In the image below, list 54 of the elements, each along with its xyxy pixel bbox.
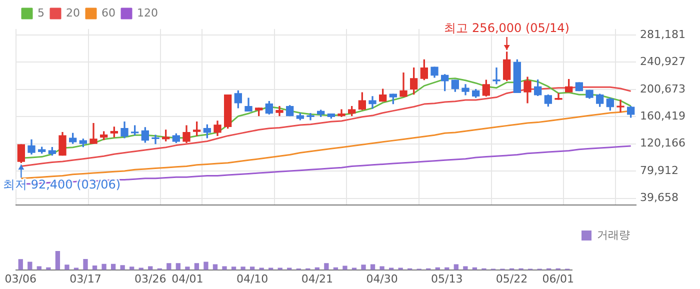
bar (380, 266, 384, 270)
annotation: 최고 256,000 (05/14) (444, 21, 570, 36)
bar (18, 259, 23, 270)
bar (185, 266, 190, 270)
x-tick-label: 03/26 (134, 272, 166, 286)
x-tick-label: 06/01 (542, 272, 574, 286)
bar (204, 262, 208, 270)
bar (92, 266, 98, 270)
bar (64, 264, 70, 270)
y-tick-label: 160,419 (640, 109, 686, 122)
candlestick (131, 125, 139, 136)
legend-label: 60 (101, 6, 116, 20)
legend-label: 5 (38, 6, 44, 20)
x-tick-label: 04/30 (366, 272, 398, 286)
x-tick-label: 05/22 (496, 272, 528, 286)
y-tick-label: 240,927 (640, 55, 686, 68)
y-tick-label: 281,181 (640, 28, 686, 41)
legend-label: 20 (66, 6, 80, 20)
bar (55, 251, 60, 270)
y-tick-label: 79,912 (640, 164, 678, 177)
y-tick-label: 120,166 (640, 136, 686, 150)
candlestick (162, 130, 170, 142)
bar (102, 264, 106, 270)
bar (212, 264, 218, 270)
bar (194, 263, 200, 270)
x-tick-label: 03/06 (4, 272, 36, 286)
bar (342, 266, 348, 270)
bar (130, 266, 134, 270)
candlestick (554, 93, 562, 100)
bar (463, 266, 468, 270)
legend-label: 거래량 (597, 228, 630, 242)
bar (454, 264, 458, 270)
bar (324, 263, 329, 270)
x-tick-label: 04/01 (172, 272, 204, 286)
bar (83, 258, 88, 270)
x-tick-label: 04/21 (301, 272, 334, 286)
y-tick-label: 200,673 (640, 82, 686, 96)
x-tick-label: 05/13 (431, 272, 463, 286)
x-tick-label: 04/10 (236, 272, 268, 286)
candlestick (492, 68, 500, 84)
bar (166, 263, 172, 270)
x-tick-label: 03/17 (70, 272, 102, 286)
bar (176, 263, 180, 270)
legend-label: 120 (136, 6, 158, 20)
bar (361, 264, 366, 270)
bar (28, 262, 32, 270)
bar (240, 266, 246, 270)
bar (120, 265, 125, 270)
y-tick-label: 39,658 (640, 191, 678, 204)
candlestick (575, 82, 583, 92)
bar (250, 266, 255, 270)
bar (370, 264, 376, 270)
bar (231, 266, 236, 270)
bar (222, 266, 227, 270)
